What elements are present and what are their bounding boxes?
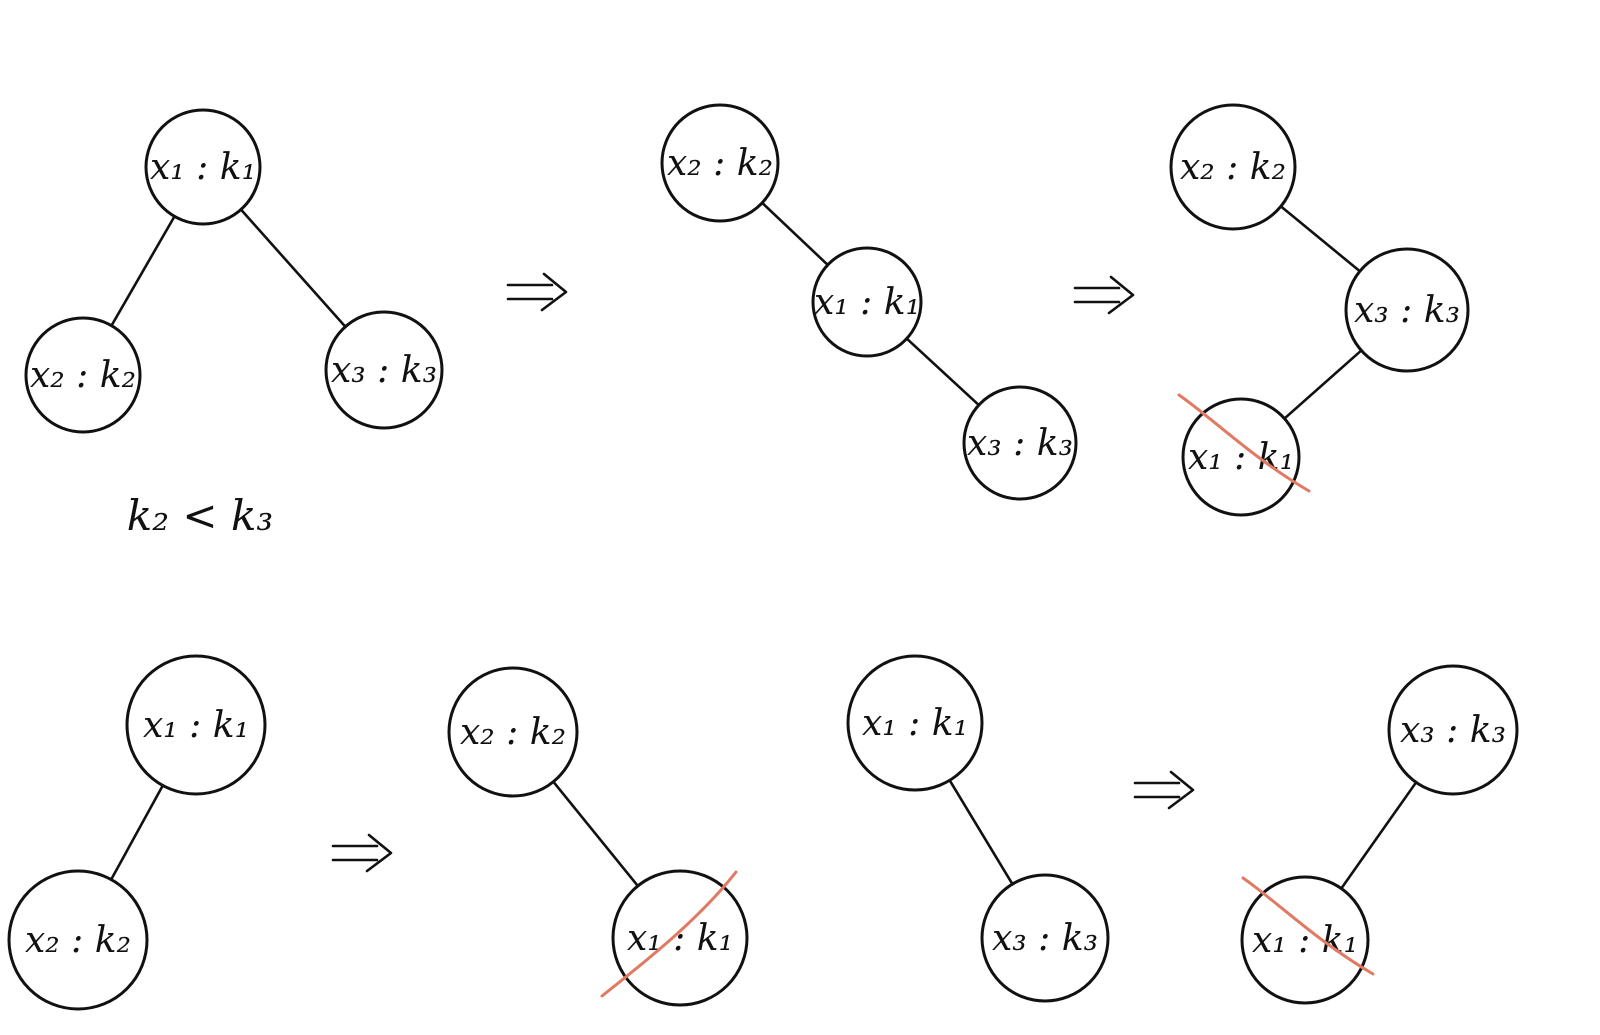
strike-through-mark bbox=[1241, 876, 1375, 976]
tree-1-edge-2 bbox=[239, 208, 347, 329]
node-circle bbox=[1169, 103, 1297, 231]
tree-node: x₃ : k₃ bbox=[962, 385, 1078, 501]
tree-node: x₃ : k₃ bbox=[1387, 664, 1519, 796]
node-circle bbox=[324, 310, 444, 430]
implies-arrow bbox=[506, 272, 568, 312]
tree-node: x₃ : k₃ bbox=[980, 873, 1110, 1003]
tree-node: x₂ : k₂ bbox=[7, 869, 149, 1011]
node-circle bbox=[24, 316, 142, 434]
arrows-layer bbox=[331, 272, 1195, 873]
node-label: x₂ : k₂ bbox=[1180, 147, 1286, 188]
tree-6-edge-1 bbox=[948, 779, 1014, 886]
tree-node-removed: x₁ : k₁ bbox=[1181, 397, 1301, 517]
implies-arrow bbox=[1133, 770, 1195, 810]
node-circle bbox=[660, 103, 780, 223]
node-circle bbox=[7, 869, 149, 1011]
node-circle bbox=[980, 873, 1110, 1003]
node-circle bbox=[125, 654, 267, 796]
condition-label: k₂ < k₃ bbox=[127, 491, 273, 540]
strike-through-mark bbox=[1177, 393, 1311, 493]
node-label: x₂ : k₂ bbox=[667, 143, 773, 184]
tree-5-edge-1 bbox=[552, 780, 640, 888]
node-circle bbox=[447, 666, 579, 798]
strikes-layer bbox=[600, 393, 1375, 998]
node-label: x₁ : k₁ bbox=[143, 705, 249, 746]
tree-node-removed: x₁ : k₁ bbox=[1240, 875, 1370, 1005]
tree-2-edge-1 bbox=[760, 201, 830, 267]
node-label: x₂ : k₂ bbox=[460, 712, 566, 753]
tree-3-edge-1 bbox=[1279, 205, 1362, 273]
tree-4-edge-1 bbox=[109, 784, 165, 881]
node-label: x₃ : k₃ bbox=[1400, 710, 1506, 751]
node-label: x₃ : k₃ bbox=[1354, 290, 1460, 331]
node-label: x₁ : k₁ bbox=[814, 282, 920, 323]
tree-node-removed: x₁ : k₁ bbox=[611, 869, 749, 1007]
node-circle bbox=[144, 108, 262, 226]
tree-node: x₁ : k₁ bbox=[144, 108, 262, 226]
strike-through-mark bbox=[600, 870, 738, 998]
tree-node: x₂ : k₂ bbox=[24, 316, 142, 434]
tree-1-edge-1 bbox=[110, 215, 176, 327]
tree-7-edge-1 bbox=[1339, 781, 1418, 890]
node-circle bbox=[811, 246, 923, 358]
node-label: x₂ : k₂ bbox=[25, 920, 131, 961]
node-label: x₃ : k₃ bbox=[967, 423, 1073, 464]
tree-node: x₁ : k₁ bbox=[811, 246, 923, 358]
node-circle bbox=[611, 869, 749, 1007]
edges-layer bbox=[109, 201, 1418, 890]
tree-node: x₃ : k₃ bbox=[324, 310, 444, 430]
tree-node: x₂ : k₂ bbox=[447, 666, 579, 798]
tree-2-edge-2 bbox=[905, 337, 981, 407]
node-circle bbox=[1181, 397, 1301, 517]
nodes-layer: x₁ : k₁ x₂ : k₂ x₃ : k₃ x₂ : k₂ x₁ : k₁ x₃ : … bbox=[7, 103, 1519, 1011]
implies-arrow bbox=[331, 833, 393, 873]
tree-node: x₂ : k₂ bbox=[660, 103, 780, 223]
node-circle bbox=[1240, 875, 1370, 1005]
tree-node: x₃ : k₃ bbox=[1344, 247, 1470, 373]
node-label: x₃ : k₃ bbox=[331, 350, 437, 391]
node-label: x₃ : k₃ bbox=[992, 918, 1098, 959]
tree-node: x₂ : k₂ bbox=[1169, 103, 1297, 231]
node-circle bbox=[1344, 247, 1470, 373]
node-label: x₁ : k₁ bbox=[862, 703, 968, 744]
tree-node: x₁ : k₁ bbox=[125, 654, 267, 796]
node-circle bbox=[846, 654, 984, 792]
tree-3-edge-2 bbox=[1283, 349, 1363, 420]
node-circle bbox=[962, 385, 1078, 501]
tree-node: x₁ : k₁ bbox=[846, 654, 984, 792]
node-label: x₁ : k₁ bbox=[150, 147, 256, 188]
node-label: x₂ : k₂ bbox=[30, 355, 136, 396]
implies-arrow bbox=[1073, 275, 1135, 315]
node-label: x₁ : k₁ bbox=[627, 918, 733, 959]
node-circle bbox=[1387, 664, 1519, 796]
